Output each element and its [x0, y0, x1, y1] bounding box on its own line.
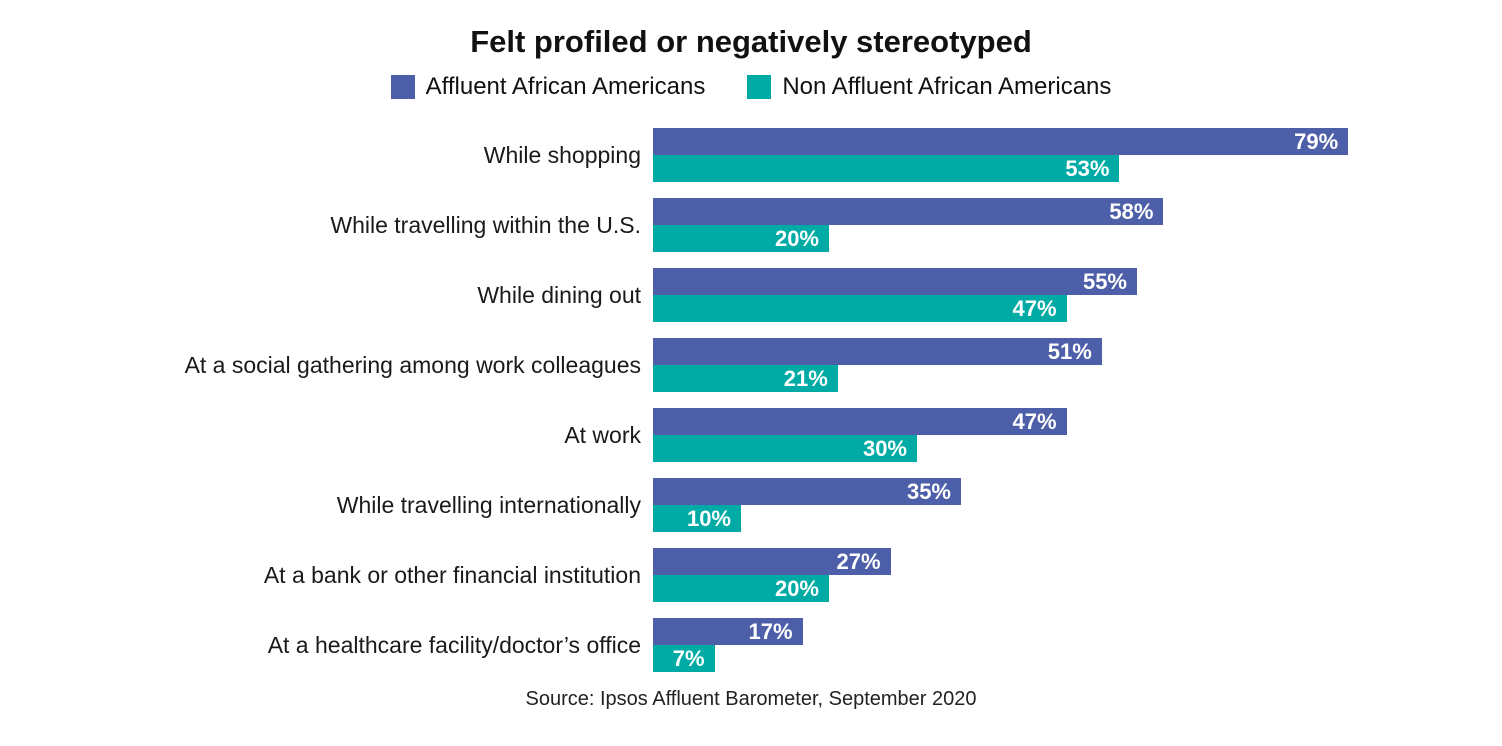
bar-value-label: 10%	[686, 505, 731, 531]
bar-value-label: 7%	[672, 645, 705, 671]
bar-value-label: 21%	[783, 365, 828, 391]
chart-row: At work 47% 30%	[0, 408, 1502, 462]
bar-group: 58% 20%	[653, 198, 1502, 252]
bar-group: 51% 21%	[653, 338, 1502, 392]
bar-chart: While shopping 79% 53% While travelling wit…	[0, 128, 1502, 672]
category-label: While travelling internationally	[336, 491, 641, 518]
chart-legend: Affluent African Americans Non Affluent …	[0, 73, 1502, 101]
bar-affluent: 51%	[653, 338, 1102, 365]
category-label: While travelling within the U.S.	[330, 211, 641, 238]
bar-affluent: 79%	[653, 128, 1349, 155]
legend-item-affluent: Affluent African Americans	[390, 73, 706, 101]
category-label: At a healthcare facility/doctor’s office	[267, 631, 641, 658]
legend-label-non-affluent: Non Affluent African Americans	[782, 73, 1112, 100]
chart-row: While dining out 55% 47%	[0, 268, 1502, 322]
bar-group: 27% 20%	[653, 548, 1502, 602]
legend-swatch-non-affluent	[747, 75, 772, 99]
category-label: At a bank or other financial institution	[263, 561, 641, 588]
category-label: At work	[564, 421, 641, 448]
chart-header: Felt profiled or negatively stereotyped …	[0, 0, 1502, 101]
bar-affluent: 27%	[653, 548, 891, 575]
bar-affluent: 55%	[653, 268, 1137, 295]
bar-non-affluent: 10%	[653, 505, 741, 532]
bar-value-label: 51%	[1047, 338, 1092, 364]
bar-value-label: 53%	[1065, 155, 1110, 181]
bar-value-label: 79%	[1294, 128, 1339, 154]
bar-affluent: 47%	[653, 408, 1067, 435]
bar-group: 79% 53%	[653, 128, 1502, 182]
chart-row: At a healthcare facility/doctor’s office…	[0, 618, 1502, 672]
chart-row: While travelling internationally 35% 10%	[0, 478, 1502, 532]
bar-value-label: 30%	[862, 435, 907, 461]
chart-row: At a social gathering among work colleag…	[0, 338, 1502, 392]
bar-non-affluent: 21%	[653, 365, 838, 392]
bar-group: 47% 30%	[653, 408, 1502, 462]
bar-value-label: 58%	[1109, 198, 1154, 224]
legend-item-non-affluent: Non Affluent African Americans	[747, 73, 1111, 101]
chart-row: While shopping 79% 53%	[0, 128, 1502, 182]
chart-title: Felt profiled or negatively stereotyped	[470, 24, 1032, 59]
bar-affluent: 58%	[653, 198, 1164, 225]
bar-affluent: 17%	[653, 618, 803, 645]
bar-value-label: 47%	[1012, 295, 1057, 321]
bar-value-label: 35%	[906, 478, 951, 504]
bar-non-affluent: 53%	[653, 155, 1120, 182]
category-label: While dining out	[477, 281, 641, 308]
bar-value-label: 20%	[774, 575, 819, 601]
bar-group: 55% 47%	[653, 268, 1502, 322]
category-label: At a social gathering among work colleag…	[184, 351, 641, 378]
bar-non-affluent: 20%	[653, 225, 829, 252]
bar-non-affluent: 20%	[653, 575, 829, 602]
bar-group: 17% 7%	[653, 618, 1502, 672]
bar-value-label: 27%	[836, 548, 881, 574]
bar-affluent: 35%	[653, 478, 961, 505]
bar-value-label: 55%	[1082, 268, 1127, 294]
chart-row: At a bank or other financial institution…	[0, 548, 1502, 602]
chart-row: While travelling within the U.S. 58% 20%	[0, 198, 1502, 252]
bar-value-label: 17%	[748, 618, 793, 644]
bar-non-affluent: 7%	[653, 645, 715, 672]
bar-value-label: 47%	[1012, 408, 1057, 434]
legend-swatch-affluent	[390, 75, 415, 99]
bar-non-affluent: 30%	[653, 435, 917, 462]
legend-label-affluent: Affluent African Americans	[425, 73, 706, 100]
bar-group: 35% 10%	[653, 478, 1502, 532]
bar-value-label: 20%	[774, 225, 819, 251]
bar-non-affluent: 47%	[653, 295, 1067, 322]
category-label: While shopping	[483, 141, 641, 168]
source-note: Source: Ipsos Affluent Barometer, Septem…	[525, 688, 977, 710]
